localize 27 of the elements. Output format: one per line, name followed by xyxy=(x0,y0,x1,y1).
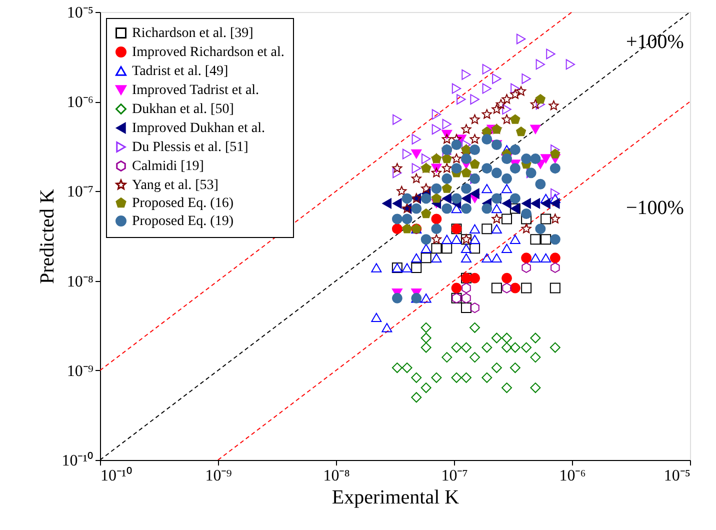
legend-label: Calmidi [19] xyxy=(132,159,204,174)
x-axis-title: Experimental K xyxy=(332,486,460,508)
annotation: −100% xyxy=(626,197,684,219)
x-tick-label: 10⁻⁵ xyxy=(664,468,690,484)
x-tick-label: 10⁻⁸ xyxy=(323,468,350,484)
y-tick-label: 10⁻¹⁰ xyxy=(62,452,94,470)
legend-label: Yang et al. [53] xyxy=(132,178,218,193)
legend-label: Richardson et al. [39] xyxy=(132,26,254,41)
y-tick-label: 10⁻⁶ xyxy=(66,94,94,112)
y-tick-label: 10⁻⁸ xyxy=(66,273,94,290)
y-tick-label: 10⁻⁹ xyxy=(66,362,94,380)
y-tick-label: 10⁻⁷ xyxy=(66,184,94,201)
y-axis-title: Predicted K xyxy=(36,188,59,284)
y-tick-label: 10⁻⁵ xyxy=(66,4,94,22)
legend-label: Du Plessis et al. [51] xyxy=(132,140,248,155)
x-tick-label: 10⁻⁷ xyxy=(441,468,468,484)
legend-label: Tadrist et al. [49] xyxy=(132,64,228,79)
legend-label: Proposed Eq. (16) xyxy=(132,196,234,211)
legend-label: Improved Tadrist et al. xyxy=(132,83,260,98)
legend-label: Improved Richardson et al. xyxy=(132,45,284,60)
annotation: +100% xyxy=(626,31,684,53)
x-tick-label: 10⁻¹⁰ xyxy=(100,466,132,484)
x-tick-label: 10⁻⁹ xyxy=(205,468,232,484)
legend-label: Proposed Eq. (19) xyxy=(132,214,234,229)
legend-label: Dukhan et al. [50] xyxy=(132,102,234,117)
x-tick-label: 10⁻⁶ xyxy=(559,468,586,484)
legend-label: Improved Dukhan et al. xyxy=(132,121,265,136)
